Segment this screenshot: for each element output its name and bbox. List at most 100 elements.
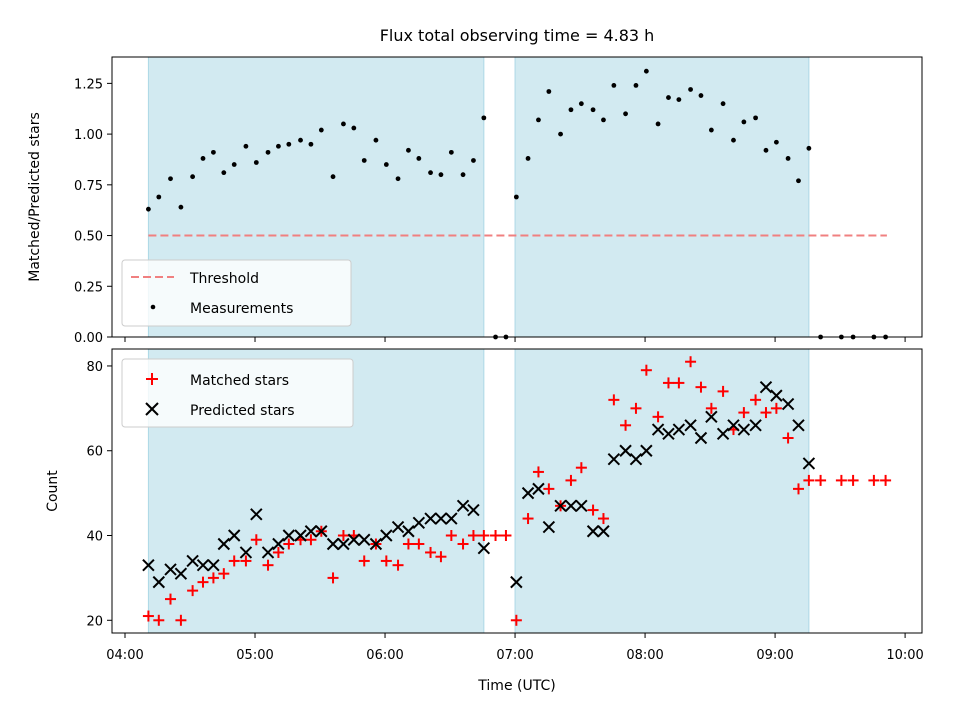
- measurements-legend-marker: [150, 304, 156, 310]
- matched-star-point: [490, 530, 502, 542]
- measurement-point: [785, 156, 791, 161]
- bottom-y-ticks: 20 40 60 80: [86, 360, 112, 629]
- matched-star-point: [510, 614, 522, 626]
- predicted-star-point: [445, 512, 458, 525]
- matched-star-point: [187, 585, 199, 597]
- measurement-point: [741, 119, 747, 125]
- predicted-legend-marker: [145, 402, 159, 416]
- predicted-star-point: [152, 575, 166, 589]
- predicted-star-point: [662, 427, 675, 440]
- predicted-star-point: [737, 423, 751, 436]
- bottom-shaded-intervals: [147, 348, 810, 634]
- matched-star-point: [792, 483, 804, 495]
- predicted-star-point: [164, 563, 177, 576]
- predicted-star-point: [770, 389, 783, 402]
- predicted-star-point: [294, 529, 307, 542]
- top-y-tick-label: 1.25: [74, 77, 103, 92]
- matched-star-point: [662, 377, 674, 389]
- measurement-point: [308, 141, 314, 147]
- matched-legend-label: Matched stars: [190, 373, 289, 389]
- threshold-legend-label: Threshold: [189, 271, 259, 287]
- measurement-point: [460, 172, 466, 178]
- predicted-star-point: [554, 499, 567, 513]
- predicted-star-point: [521, 486, 535, 500]
- predicted-star-point: [619, 444, 632, 457]
- predicted-star-point: [477, 542, 491, 555]
- matched-star-point: [673, 377, 685, 389]
- matched-star-point: [522, 513, 534, 525]
- count-points: [142, 356, 892, 626]
- measurement-point: [298, 137, 303, 143]
- predicted-star-point: [564, 499, 578, 513]
- predicted-star-point: [694, 431, 708, 445]
- predicted-star-point: [640, 444, 653, 457]
- measurement-point: [243, 143, 249, 149]
- predicted-star-point: [358, 533, 371, 546]
- top-y-ticks: 0.00 0.25 0.50 0.75 1.00 1.25: [74, 77, 112, 346]
- matched-star-point: [262, 559, 274, 571]
- measurement-point: [265, 149, 271, 155]
- predicted-star-point: [174, 567, 188, 580]
- predicted-star-point: [781, 397, 795, 411]
- measurement-point: [655, 121, 661, 127]
- predicted-star-point: [705, 410, 718, 424]
- matched-star-point: [380, 555, 392, 567]
- predicted-star-point: [629, 453, 643, 466]
- matched-star-point: [685, 356, 697, 368]
- predicted-legend-label: Predicted stars: [190, 403, 295, 419]
- bottom-y-tick-label: 20: [86, 614, 103, 629]
- matched-legend-marker: [146, 373, 158, 385]
- predicted-star-point: [759, 380, 773, 394]
- measurement-point: [341, 121, 346, 127]
- measurement-point: [395, 176, 401, 182]
- predicted-star-point: [792, 419, 805, 432]
- measurement-point: [286, 141, 292, 147]
- predicted-star-point: [228, 529, 241, 542]
- bottom-y-tick-label: 40: [86, 530, 103, 545]
- top-y-tick-label: 0.75: [74, 179, 103, 194]
- measurement-point: [231, 162, 237, 167]
- predicted-star-point: [186, 554, 199, 568]
- matched-star-point: [835, 474, 847, 486]
- predicted-star-point: [510, 575, 523, 589]
- top-legend-box: [121, 259, 352, 327]
- measurement-point: [330, 174, 336, 180]
- measurement-point: [428, 170, 433, 176]
- matched-star-point: [630, 402, 642, 414]
- matched-star-point: [847, 474, 859, 486]
- predicted-star-point: [672, 423, 686, 436]
- top-y-axis-label: Matched/Predicted stars: [27, 112, 43, 282]
- measurement-point: [525, 156, 531, 161]
- matched-star-point: [283, 538, 295, 550]
- x-tick-label: 10:00: [886, 648, 923, 663]
- measurement-point: [731, 137, 736, 143]
- predicted-star-point: [424, 512, 437, 525]
- bottom-y-tick-label: 60: [86, 445, 103, 460]
- matched-star-point: [240, 555, 252, 567]
- matched-star-point: [228, 555, 240, 567]
- bottom-legend: Matched stars Predicted stars: [121, 358, 354, 428]
- measurement-point: [676, 97, 682, 103]
- measurement-point: [578, 101, 584, 107]
- predicted-star-point: [542, 520, 556, 534]
- predicted-star-point: [196, 558, 210, 572]
- top-y-tick-label: 0.50: [74, 230, 103, 245]
- measurement-point: [146, 206, 151, 212]
- top-x-ticks: [124, 337, 906, 342]
- measurement-point: [481, 115, 487, 121]
- matched-star-point: [392, 559, 404, 571]
- measurement-point: [623, 111, 628, 117]
- predicted-star-point: [217, 537, 231, 551]
- bottom-y-tick-label: 80: [86, 360, 103, 375]
- matched-star-point: [402, 538, 414, 550]
- matched-star-point: [478, 530, 490, 542]
- measurement-point: [383, 162, 389, 167]
- measurement-point: [178, 204, 184, 210]
- predicted-star-point: [337, 537, 350, 551]
- measurement-point: [406, 147, 411, 153]
- matched-star-point: [250, 534, 262, 546]
- measurements-legend-label: Measurements: [190, 301, 293, 317]
- shaded-interval-2: [514, 348, 810, 634]
- x-tick-label: 08:00: [626, 648, 663, 663]
- predicted-star-point: [250, 508, 263, 521]
